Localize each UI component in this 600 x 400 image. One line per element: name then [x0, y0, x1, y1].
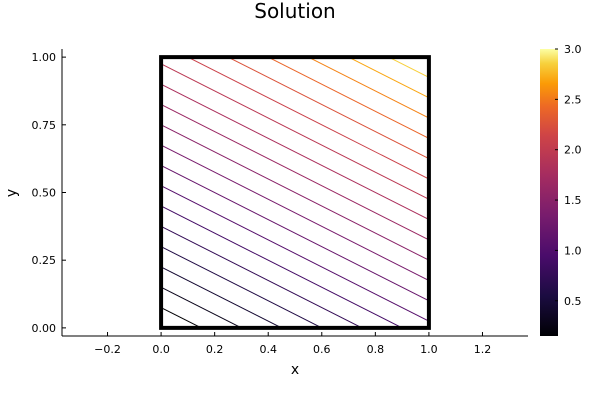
x-axis-label: x: [291, 362, 299, 378]
contour-line-13: [186, 57, 429, 180]
x-tick-label: 0.0: [152, 343, 170, 356]
y-tick-label: 1.00: [32, 51, 57, 64]
contour-line-4: [161, 225, 364, 328]
x-tick-label: 1.2: [474, 343, 492, 356]
contour-line-11: [161, 83, 429, 221]
contour-line-10: [161, 103, 429, 241]
y-axis-label: y: [4, 189, 20, 197]
contour-line-14: [226, 57, 429, 160]
contour-line-0: [161, 307, 203, 328]
x-tick-label: 0.8: [367, 343, 385, 356]
y-tick-label: 0.25: [32, 254, 57, 267]
contour-line-15: [267, 57, 429, 139]
x-tick-label: 1.0: [420, 343, 438, 356]
contour-line-6: [161, 185, 429, 322]
contour-line-5: [161, 205, 404, 328]
y-tick-label: 0.50: [32, 187, 57, 200]
x-tick-label: 0.2: [206, 343, 224, 356]
colorbar-tick-label: 1.0: [564, 244, 582, 257]
contour-line-1: [161, 286, 243, 328]
y-tick-label: 0.75: [32, 119, 57, 132]
x-tick-label: 0.4: [259, 343, 277, 356]
contour-line-7: [161, 164, 429, 302]
contour-line-12: [161, 63, 429, 200]
x-tick-label: 0.6: [313, 343, 331, 356]
chart-title: Solution: [254, 0, 335, 23]
colorbar-tick-label: 1.5: [564, 194, 582, 207]
contour-line-18: [387, 57, 429, 78]
contour-line-16: [307, 57, 429, 119]
colorbar: [540, 49, 558, 336]
contour-line-3: [161, 246, 323, 328]
colorbar-ticks: 0.5 1.0 1.5 2.0 2.5 3.0: [555, 43, 582, 308]
contour-line-17: [347, 57, 429, 99]
colorbar-tick-label: 3.0: [564, 43, 582, 56]
domain-boundary: [159, 55, 431, 330]
contour-line-2: [161, 266, 283, 328]
colorbar-tick-label: 2.5: [564, 93, 582, 106]
contour-line-9: [161, 124, 429, 261]
x-tick-label: −0.2: [94, 343, 121, 356]
x-ticks: −0.2 0.0 0.2 0.4 0.6 0.8 1.0 1.2: [94, 332, 491, 356]
colorbar-tick-label: 2.0: [564, 144, 582, 157]
y-ticks: 0.00 0.25 0.50 0.75 1.00: [32, 51, 66, 335]
colorbar-tick-label: 0.5: [564, 295, 582, 308]
contour-line-8: [161, 144, 429, 282]
contour-lines: [161, 57, 429, 328]
y-tick-label: 0.00: [32, 322, 57, 335]
